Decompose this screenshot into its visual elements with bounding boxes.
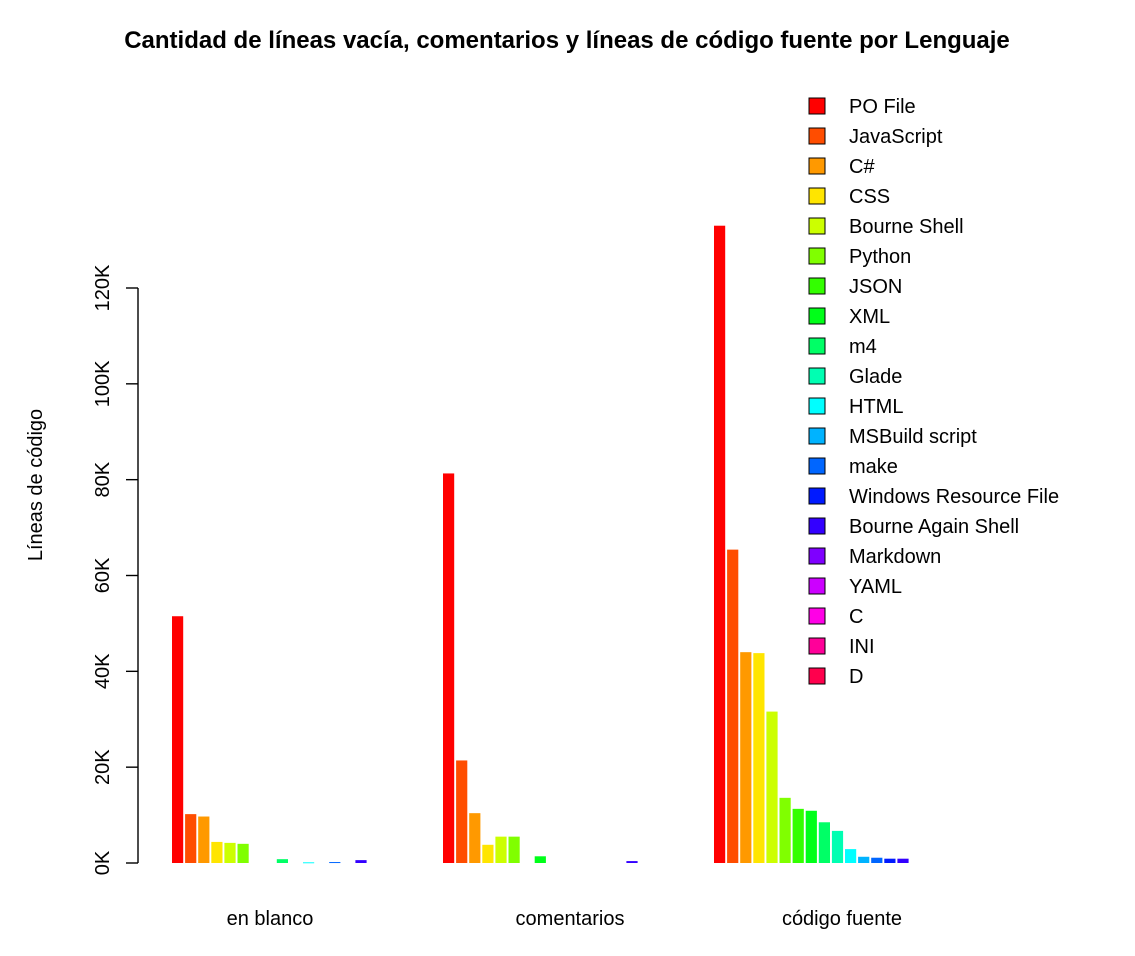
bar xyxy=(805,810,817,863)
bar xyxy=(871,857,883,863)
legend-label: C xyxy=(849,606,863,628)
legend-label: MSBuild script xyxy=(849,426,977,448)
bar xyxy=(456,760,468,863)
category-labels: en blanco comentarios código fuente xyxy=(227,908,902,930)
bar xyxy=(224,842,236,863)
legend-swatch xyxy=(808,217,826,235)
bar xyxy=(443,473,455,863)
x-category-label: comentarios xyxy=(516,908,625,930)
bar xyxy=(727,549,739,863)
legend-swatch xyxy=(808,547,826,565)
chart-title: Cantidad de líneas vacía, comentarios y … xyxy=(124,27,1010,54)
legend: PO File JavaScript C# CSS Bourne Shell Python… xyxy=(808,96,1059,688)
legend-swatch xyxy=(808,97,826,115)
legend-label: Bourne Again Shell xyxy=(849,516,1019,538)
legend-swatch xyxy=(808,457,826,475)
legend-swatch xyxy=(808,127,826,145)
bar xyxy=(276,859,288,863)
legend-label: C# xyxy=(849,156,875,178)
legend-label: INI xyxy=(849,636,875,658)
bar xyxy=(845,849,857,863)
legend-swatch xyxy=(808,157,826,175)
legend-swatch xyxy=(808,277,826,295)
legend-label: m4 xyxy=(849,336,877,358)
legend-swatch xyxy=(808,247,826,265)
bar xyxy=(482,844,494,863)
bar xyxy=(495,836,507,863)
bar xyxy=(237,843,249,863)
legend-label: JavaScript xyxy=(849,126,943,148)
legend-swatch xyxy=(808,577,826,595)
bar xyxy=(469,813,481,863)
legend-label: make xyxy=(849,456,898,478)
bar xyxy=(355,860,367,863)
x-category-label: en blanco xyxy=(227,908,314,930)
bar xyxy=(626,861,638,863)
bar xyxy=(211,841,223,863)
x-category-label: código fuente xyxy=(782,908,902,930)
bar xyxy=(185,814,197,863)
bar xyxy=(329,862,341,864)
bar xyxy=(303,862,315,864)
legend-swatch xyxy=(808,667,826,685)
bar xyxy=(508,836,520,863)
bar xyxy=(897,858,909,863)
bar xyxy=(534,856,546,863)
legend-label: Windows Resource File xyxy=(849,486,1059,508)
legend-label: D xyxy=(849,666,863,688)
legend-swatch xyxy=(808,517,826,535)
y-tick-label: 80K xyxy=(92,461,114,497)
legend-label: JSON xyxy=(849,276,902,298)
bar xyxy=(818,822,830,863)
bar xyxy=(714,225,726,864)
legend-label: XML xyxy=(849,306,890,328)
bar xyxy=(884,858,896,863)
legend-swatch xyxy=(808,307,826,325)
legend-swatch xyxy=(808,397,826,415)
y-tick-label: 120K xyxy=(92,264,114,311)
legend-label: Glade xyxy=(849,366,902,388)
legend-swatch xyxy=(808,427,826,445)
bar xyxy=(172,616,184,863)
legend-label: Python xyxy=(849,246,911,268)
y-tick-label: 100K xyxy=(92,360,114,407)
legend-label: CSS xyxy=(849,186,890,208)
legend-swatch xyxy=(808,637,826,655)
legend-swatch xyxy=(808,337,826,355)
legend-label: HTML xyxy=(849,396,903,418)
bar xyxy=(753,653,765,863)
legend-label: Bourne Shell xyxy=(849,216,964,238)
y-tick-label: 20K xyxy=(92,749,114,785)
bar xyxy=(858,856,870,863)
y-tick-label: 60K xyxy=(92,557,114,593)
legend-label: PO File xyxy=(849,96,916,118)
legend-swatch xyxy=(808,487,826,505)
legend-label: YAML xyxy=(849,576,902,598)
bar xyxy=(831,830,844,863)
legend-swatch xyxy=(808,367,826,385)
bar xyxy=(766,711,778,863)
bar xyxy=(198,816,210,863)
legend-label: Markdown xyxy=(849,546,941,568)
y-axis: 0K 20K 40K 60K 80K 100K 120K xyxy=(92,264,139,875)
legend-swatch xyxy=(808,607,826,625)
legend-swatch xyxy=(808,187,826,205)
y-tick-label: 40K xyxy=(92,653,114,689)
bar xyxy=(779,797,791,863)
bar xyxy=(792,808,804,863)
y-tick-label: 0K xyxy=(92,850,114,875)
bars-group xyxy=(172,225,909,864)
y-axis-label: Líneas de código xyxy=(25,409,47,561)
bar xyxy=(740,652,752,863)
